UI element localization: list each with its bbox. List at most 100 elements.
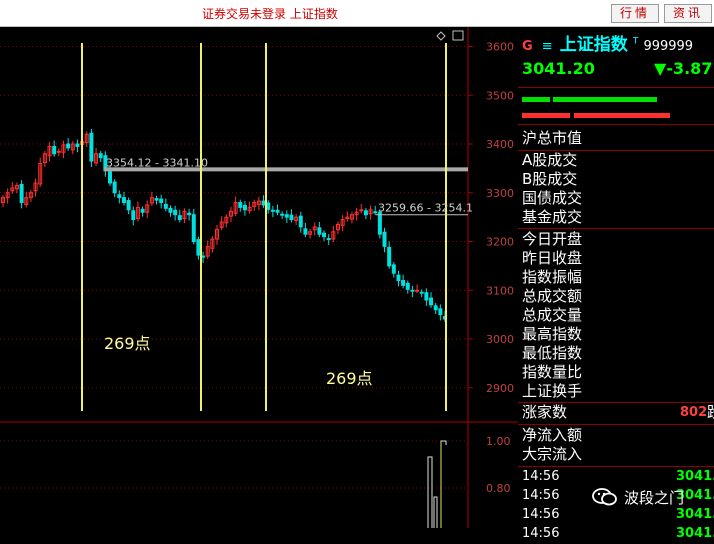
y-tick-label: 3000 xyxy=(486,333,514,346)
candle-body xyxy=(429,297,434,306)
menu-icon[interactable]: ≡ xyxy=(541,39,553,54)
group-flag: G xyxy=(522,39,533,54)
label-turnover-volume: 总成交量 xyxy=(522,306,583,324)
candle-body xyxy=(84,133,89,144)
quote-panel: G ≡ 上证指数 T 999999 3041.20 ▼-3.87 沪总市值 A股… xyxy=(518,27,714,541)
candle-body xyxy=(396,274,401,281)
tick-row: 14:56 3041. xyxy=(518,487,714,506)
candle-body xyxy=(38,163,43,185)
candle-body xyxy=(121,197,126,203)
label-open: 今日开盘 xyxy=(522,230,583,248)
candle-body xyxy=(238,202,243,208)
candle-body xyxy=(98,153,103,159)
y-tick-label: 3600 xyxy=(486,41,514,54)
candle-body xyxy=(75,143,80,147)
tick-row: 14:56 3041. xyxy=(518,468,714,487)
stock-header: G ≡ 上证指数 T 999999 xyxy=(522,30,694,55)
tick-row: 14:56 3041. xyxy=(518,506,714,525)
candle-body xyxy=(224,216,229,224)
candle-body xyxy=(419,291,424,294)
candle-body xyxy=(256,200,261,205)
points-label-1: 269点 xyxy=(104,334,151,353)
candle-body xyxy=(135,206,140,220)
lower-y-tick-label: 0.80 xyxy=(486,482,511,495)
label-low: 最低指数 xyxy=(522,344,583,362)
candle-body xyxy=(312,226,317,231)
watermark-text: 波段之门 xyxy=(624,488,685,507)
candle-body xyxy=(219,221,224,228)
candle-body xyxy=(215,228,220,240)
candle-body xyxy=(373,211,378,214)
candle-body xyxy=(415,289,420,292)
candle-body xyxy=(126,200,131,211)
candle-body xyxy=(266,202,271,210)
watermark: 波段之门 xyxy=(592,484,684,510)
label-amplitude: 指数振幅 xyxy=(522,268,583,286)
candle-body xyxy=(149,197,154,204)
candle-body xyxy=(303,228,308,235)
down-arrow-icon: ▼ xyxy=(654,59,667,78)
label-turnover-amount: 总成交额 xyxy=(522,287,583,305)
y-tick-label: 3500 xyxy=(486,89,514,102)
candle-body xyxy=(94,153,99,164)
range-label-1: 3354.12 - 3341.10 xyxy=(106,156,208,169)
candle-body xyxy=(117,194,122,199)
candle-body xyxy=(131,210,136,221)
candle-body xyxy=(182,210,187,220)
tick-time: 14:56 xyxy=(522,526,560,541)
candle-body xyxy=(154,198,159,201)
candle-body xyxy=(52,145,57,155)
diamond-icon xyxy=(436,31,446,41)
divider xyxy=(518,466,714,467)
label-high: 最高指数 xyxy=(522,325,583,343)
current-price: 3041.20 xyxy=(522,59,595,78)
candle-body xyxy=(354,211,359,216)
candle-body xyxy=(410,289,415,292)
divider xyxy=(518,402,714,403)
candle-body xyxy=(242,204,247,211)
candle-body xyxy=(191,214,196,242)
label-prev-close: 昨日收盘 xyxy=(522,249,583,267)
label-net-inflow: 净流入额 xyxy=(522,426,583,444)
candle-body xyxy=(349,214,354,220)
candle-body xyxy=(228,210,233,217)
label-rising-count: 涨家数 xyxy=(522,403,568,421)
candle-body xyxy=(368,209,373,215)
candle-body xyxy=(322,232,327,238)
candle-body xyxy=(210,238,215,249)
candle-body xyxy=(438,308,443,316)
candle-body xyxy=(24,197,29,205)
candle-body xyxy=(405,282,410,290)
candle-body xyxy=(42,153,47,164)
kline-chart[interactable]: 3600 3500 3400 3300 3200 3100 3000 2900 3354.12 … xyxy=(0,27,518,528)
candle-body xyxy=(317,227,322,235)
candle-body xyxy=(1,197,5,203)
divider xyxy=(518,228,714,229)
y-tick-label: 3400 xyxy=(486,138,514,151)
candle-body xyxy=(377,211,382,235)
divider xyxy=(518,150,714,151)
candle-body xyxy=(326,238,331,241)
candle-body xyxy=(335,223,340,231)
label-block-inflow: 大宗流入 xyxy=(522,445,583,463)
candle-body xyxy=(108,171,113,184)
buy-bar-1 xyxy=(522,97,550,102)
candle-body xyxy=(391,264,396,274)
sell-bar-1 xyxy=(522,113,570,118)
tick-price: 3041. xyxy=(676,526,714,541)
candle-body xyxy=(233,202,238,214)
tick-price: 3041. xyxy=(676,469,714,484)
quote-button[interactable]: 行情 xyxy=(611,4,659,23)
candle-body xyxy=(47,145,52,157)
y-tick-label: 3100 xyxy=(486,284,514,297)
candle-body xyxy=(159,198,164,203)
label-a-share-volume: A股成交 xyxy=(522,151,578,169)
candle-body xyxy=(298,215,303,228)
tick-time: 14:56 xyxy=(522,488,560,503)
stock-code: 999999 xyxy=(643,39,694,54)
points-label-2: 269点 xyxy=(326,369,373,388)
candle-body xyxy=(261,200,266,206)
divider xyxy=(518,87,714,88)
candle-body xyxy=(382,231,387,247)
info-button[interactable]: 资讯 xyxy=(664,4,712,23)
